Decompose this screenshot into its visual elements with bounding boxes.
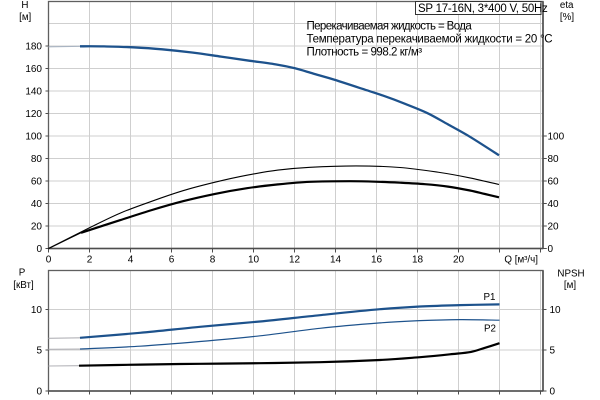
svg-text:60: 60 <box>31 177 43 188</box>
svg-text:P2: P2 <box>484 324 496 335</box>
svg-text:Q [м³/ч]: Q [м³/ч] <box>504 255 538 266</box>
svg-text:P: P <box>19 268 26 279</box>
svg-text:[кВт]: [кВт] <box>13 280 34 291</box>
svg-text:0: 0 <box>46 255 52 266</box>
svg-text:140: 140 <box>25 87 42 98</box>
svg-text:20: 20 <box>453 255 465 266</box>
svg-text:8: 8 <box>210 255 216 266</box>
svg-text:100: 100 <box>25 132 42 143</box>
svg-text:100: 100 <box>548 132 565 143</box>
svg-text:eta: eta <box>560 0 574 11</box>
svg-text:12: 12 <box>289 255 301 266</box>
svg-text:4: 4 <box>128 255 134 266</box>
svg-text:80: 80 <box>548 154 560 165</box>
svg-text:2: 2 <box>87 255 93 266</box>
svg-text:Температура перекачиваемой жид: Температура перекачиваемой жидкости = 20… <box>307 33 553 45</box>
svg-text:18: 18 <box>412 255 424 266</box>
svg-text:10: 10 <box>31 305 43 316</box>
svg-text:H: H <box>21 0 28 11</box>
svg-text:0: 0 <box>548 244 554 255</box>
svg-text:160: 160 <box>25 64 42 75</box>
svg-text:16: 16 <box>371 255 383 266</box>
svg-text:0: 0 <box>36 244 42 255</box>
svg-text:80: 80 <box>31 154 43 165</box>
svg-text:SP 17-16N, 3*400 V, 50Hz: SP 17-16N, 3*400 V, 50Hz <box>418 3 548 15</box>
svg-text:Плотность = 998.2 кг/м³: Плотность = 998.2 кг/м³ <box>307 46 423 58</box>
svg-text:[%]: [%] <box>560 12 574 23</box>
svg-text:NPSH: NPSH <box>557 268 584 279</box>
svg-text:P1: P1 <box>484 292 496 303</box>
svg-text:[м]: [м] <box>19 12 31 23</box>
svg-text:14: 14 <box>330 255 342 266</box>
svg-text:6: 6 <box>169 255 175 266</box>
svg-text:[м]: [м] <box>564 280 576 291</box>
svg-text:60: 60 <box>548 177 560 188</box>
svg-text:5: 5 <box>550 346 556 357</box>
svg-text:Перекачиваемая жидкость = Вода: Перекачиваемая жидкость = Вода <box>307 20 473 32</box>
svg-text:40: 40 <box>548 199 560 210</box>
svg-text:40: 40 <box>31 199 43 210</box>
svg-text:120: 120 <box>25 109 42 120</box>
svg-text:20: 20 <box>548 222 560 233</box>
svg-text:10: 10 <box>550 305 562 316</box>
svg-text:0: 0 <box>550 387 556 398</box>
svg-text:0: 0 <box>36 387 42 398</box>
svg-text:5: 5 <box>36 346 42 357</box>
svg-text:180: 180 <box>25 42 42 53</box>
svg-text:20: 20 <box>31 222 43 233</box>
svg-text:10: 10 <box>248 255 260 266</box>
